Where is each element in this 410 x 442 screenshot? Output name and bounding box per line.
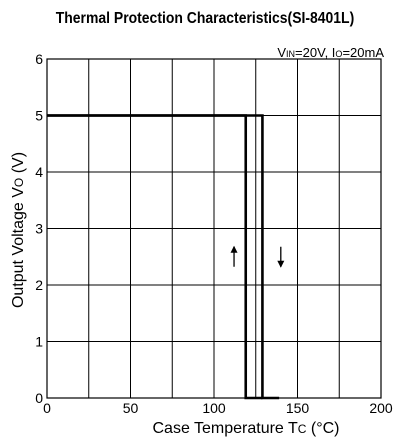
chart-title: Thermal Protection Characteristics(SI-84… bbox=[55, 10, 355, 27]
y-tick-label: 2 bbox=[35, 277, 43, 293]
data-series bbox=[47, 114, 280, 400]
y-tick-label: 6 bbox=[35, 51, 43, 67]
y-tick-label: 1 bbox=[35, 334, 43, 350]
y-tick-label: 5 bbox=[35, 108, 43, 124]
direction-arrows bbox=[230, 245, 285, 268]
x-axis-label: Case Temperature TC (°C) bbox=[153, 420, 340, 437]
grid-lines bbox=[46, 58, 382, 399]
x-tick-label: 100 bbox=[202, 400, 226, 416]
test-condition: VIN=20V, IO=20mA bbox=[277, 45, 384, 60]
y-tick-label: 3 bbox=[35, 221, 43, 237]
x-tick-label: 150 bbox=[286, 400, 310, 416]
plot-frame bbox=[46, 58, 382, 399]
series-line-2 bbox=[47, 114, 263, 400]
x-tick-label: 0 bbox=[43, 400, 51, 416]
y-tick-labels: 0 1 2 3 4 5 6 bbox=[35, 51, 43, 406]
y-axis-label: Output Voltage VO (V) bbox=[10, 152, 27, 308]
y-tick-label: 0 bbox=[35, 390, 43, 406]
arrow-down-icon bbox=[277, 246, 285, 268]
y-tick-label: 4 bbox=[35, 164, 43, 180]
x-tick-label: 50 bbox=[123, 400, 139, 416]
x-tick-label: 200 bbox=[369, 400, 393, 416]
series-line-1 bbox=[47, 114, 280, 400]
arrow-up-icon bbox=[230, 245, 238, 267]
x-tick-labels: 0 50 100 150 200 bbox=[43, 400, 393, 416]
plot-border bbox=[46, 58, 382, 399]
